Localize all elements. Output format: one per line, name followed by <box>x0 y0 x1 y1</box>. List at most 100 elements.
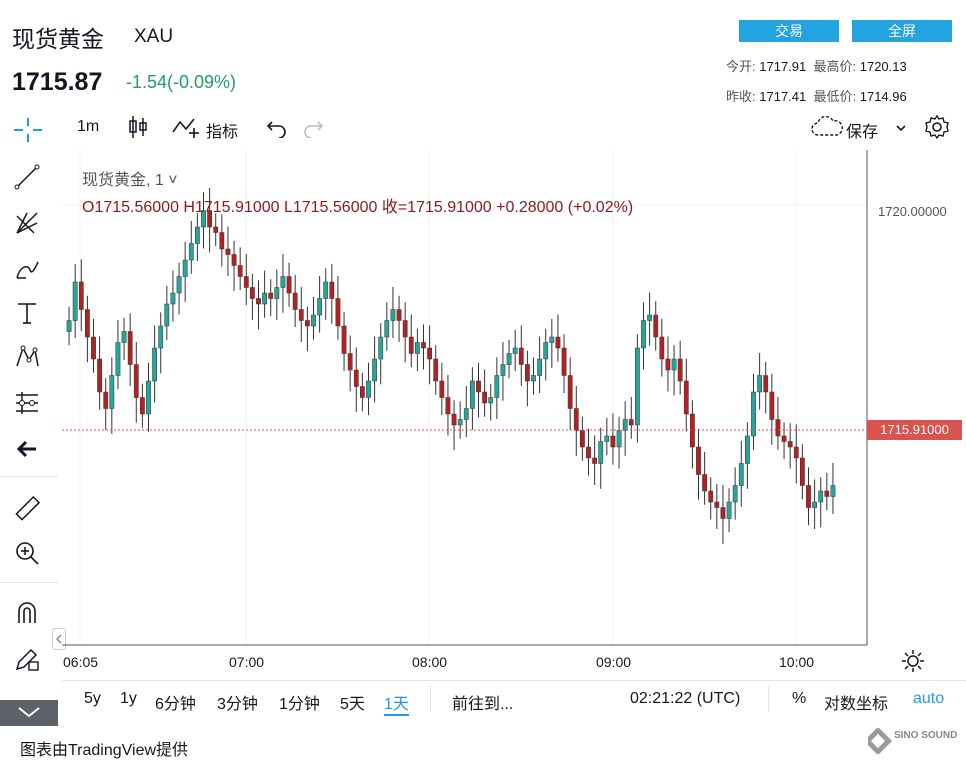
candle-down <box>347 353 353 371</box>
range-3min[interactable]: 3分钟 <box>217 696 258 713</box>
ruler-icon[interactable] <box>12 494 42 524</box>
range-5d[interactable]: 5天 <box>340 696 365 713</box>
candle-up <box>549 336 555 343</box>
range-1y[interactable]: 1y <box>120 690 137 707</box>
prediction-measure-icon[interactable] <box>12 388 42 418</box>
trade-button[interactable]: 交易 <box>739 20 839 42</box>
bottom-divider <box>62 680 966 681</box>
candle-down <box>250 287 255 299</box>
range-1min[interactable]: 1分钟 <box>279 696 320 713</box>
redo-icon[interactable] <box>302 118 324 143</box>
candle-up <box>182 259 188 277</box>
candle-down <box>580 430 585 448</box>
candle-down <box>243 276 249 288</box>
candle-up <box>152 347 157 382</box>
candle-up <box>641 320 646 349</box>
open-label: 今开: <box>726 59 756 74</box>
candle-down <box>787 441 793 448</box>
trend-line-icon[interactable] <box>12 162 42 192</box>
candle-down <box>97 358 102 393</box>
range-6min[interactable]: 6分钟 <box>155 696 196 713</box>
pencil-lock-icon[interactable] <box>12 644 42 674</box>
candle-down <box>268 292 274 299</box>
utc-clock[interactable]: 02:21:22 (UTC) <box>630 690 741 707</box>
legend-series[interactable]: 现货黄金, 1 ˅ <box>82 172 178 189</box>
open-value: 1717.91 <box>759 59 807 74</box>
candle-up <box>201 210 206 228</box>
candle-down <box>103 391 109 409</box>
candle-down <box>525 364 530 382</box>
candle-down <box>659 336 665 360</box>
candle-up <box>732 485 738 503</box>
undo-icon[interactable] <box>266 118 288 143</box>
crosshair-icon[interactable] <box>14 118 42 142</box>
candle-down <box>237 265 243 277</box>
zoom-in-icon[interactable] <box>12 538 42 568</box>
auto-scale-toggle[interactable]: auto <box>913 690 945 707</box>
log-scale-toggle[interactable]: 对数坐标 <box>824 696 889 713</box>
x-axis-label: 07:00 <box>229 654 265 670</box>
candle-down <box>555 336 561 349</box>
candle-up <box>72 281 78 321</box>
high-label: 最高价: <box>813 59 857 74</box>
text-tool-icon[interactable] <box>12 298 42 328</box>
range-5y[interactable]: 5y <box>84 690 101 707</box>
instrument-title: 现货黄金 <box>12 26 104 52</box>
candle-down <box>451 413 457 426</box>
price-chart[interactable] <box>62 150 966 680</box>
candle-down <box>335 298 341 327</box>
candle-down <box>567 375 573 409</box>
indicators-icon[interactable] <box>172 116 202 143</box>
sidebar-collapse-button[interactable] <box>0 700 58 726</box>
candle-down <box>433 358 439 382</box>
fullscreen-button[interactable]: 全屏 <box>852 20 952 42</box>
fib-fan-icon[interactable] <box>12 208 42 238</box>
candle-down <box>677 358 683 382</box>
candle-up <box>311 314 316 327</box>
pattern-icon[interactable] <box>12 342 42 372</box>
candle-down <box>592 457 598 464</box>
chart-settings-sun-icon[interactable] <box>902 650 924 677</box>
back-arrow-icon[interactable] <box>12 434 42 464</box>
candle-down <box>408 336 414 354</box>
candle-up <box>512 347 518 354</box>
candle-down <box>586 446 591 459</box>
candle-up <box>195 226 200 244</box>
x-axis-label: 06:05 <box>63 654 99 670</box>
candle-down <box>353 369 359 387</box>
candle-up <box>188 243 194 261</box>
candle-up <box>598 441 604 464</box>
candle-type-icon[interactable] <box>127 114 149 145</box>
candle-down <box>708 490 714 503</box>
candle-up <box>488 397 494 404</box>
candle-down <box>690 413 695 448</box>
bottom-separator <box>430 686 431 712</box>
percent-toggle[interactable]: % <box>792 690 807 707</box>
candle-down <box>360 386 365 398</box>
save-button[interactable]: 保存 <box>846 124 879 141</box>
chevron-down-icon[interactable] <box>895 120 907 138</box>
brush-icon[interactable] <box>12 254 42 284</box>
cloud-icon[interactable] <box>810 115 844 143</box>
range-1d[interactable]: 1天 <box>384 690 409 716</box>
tradingview-credit[interactable]: 图表由TradingView提供 <box>20 742 189 759</box>
candle-up <box>317 298 323 316</box>
indicators-button[interactable]: 指标 <box>206 124 239 141</box>
candle-down <box>653 314 659 338</box>
candle-up <box>378 336 384 360</box>
legend-ohlc: O1715.56000 H1715.91000 L1715.56000 收=17… <box>82 199 634 216</box>
candle-up <box>537 358 543 376</box>
candle-down <box>714 501 720 508</box>
candle-down <box>298 309 304 321</box>
candle-up <box>531 375 536 382</box>
interval-selector[interactable]: 1m <box>77 118 100 135</box>
settings-gear-icon[interactable] <box>924 114 950 145</box>
candle-up <box>751 391 756 437</box>
magnet-icon[interactable] <box>12 598 42 628</box>
low-value: 1714.96 <box>859 89 907 104</box>
candle-up <box>812 501 818 508</box>
candle-up <box>323 281 329 299</box>
candle-down <box>610 435 616 448</box>
candle-down <box>140 397 145 415</box>
goto-date-button[interactable]: 前往到... <box>452 696 514 713</box>
